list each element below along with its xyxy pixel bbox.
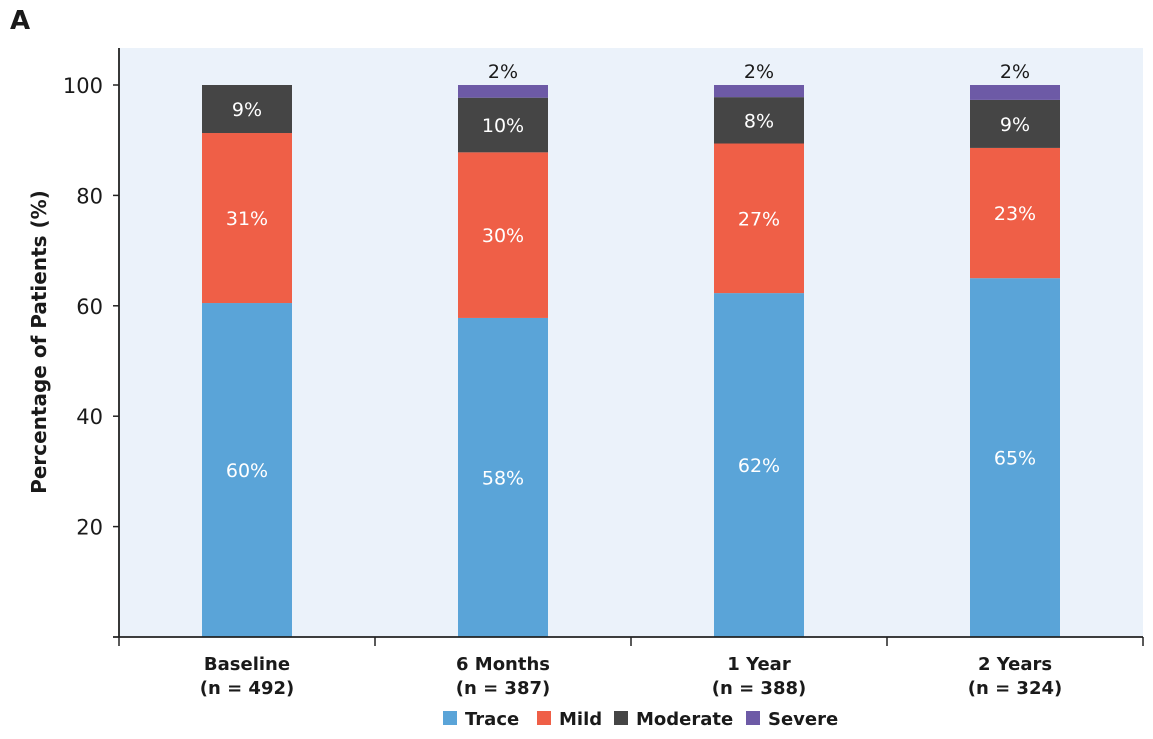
bar-segment-severe-2 — [458, 85, 548, 98]
legend-label-severe: Severe — [768, 709, 838, 730]
bar-segment-moderate-2 — [458, 97, 548, 153]
x-tick-sublabel-1: (n = 492) — [200, 678, 294, 699]
data-label-severe-3: 2% — [744, 61, 774, 83]
x-tick-label-2: 6 Months — [456, 654, 550, 675]
legend-item-trace: Trace — [443, 709, 519, 730]
bar-segment-trace-3 — [714, 293, 804, 637]
data-label-mild-2: 30% — [482, 225, 524, 247]
bar-segment-severe-3 — [714, 85, 804, 98]
data-label-moderate-2: 10% — [482, 115, 524, 137]
bar-stack-1: 60% 31% 9% — [202, 85, 292, 637]
y-tick-label-20: 20 — [76, 516, 103, 540]
bar-segment-mild-4 — [970, 147, 1060, 279]
y-tick-label-100: 100 — [63, 74, 103, 98]
x-tick-sublabel-2: (n = 387) — [456, 678, 550, 699]
bar-segment-trace-2 — [458, 317, 548, 637]
legend-item-mild: Mild — [537, 709, 602, 730]
legend-item-severe: Severe — [746, 709, 838, 730]
data-label-mild-1: 31% — [226, 208, 268, 230]
bar-segment-trace-4 — [970, 278, 1060, 637]
legend-swatch-severe — [746, 711, 760, 725]
data-label-mild-4: 23% — [994, 203, 1036, 225]
bar-segment-moderate-3 — [714, 97, 804, 144]
data-label-trace-1: 60% — [226, 460, 268, 482]
x-tick-label-1: Baseline — [204, 654, 290, 675]
bar-stack-3: 62% 27% 8% 2% — [714, 61, 804, 637]
bar-segment-mild-1 — [202, 133, 292, 304]
data-label-severe-2: 2% — [488, 61, 518, 83]
bar-segment-trace-1 — [202, 303, 292, 637]
y-tick-label-40: 40 — [76, 405, 103, 429]
y-axis-title: Percentage of Patients (%) — [27, 190, 51, 494]
data-label-moderate-3: 8% — [744, 110, 774, 132]
x-tick-label-3: 1 Year — [727, 654, 791, 675]
data-label-moderate-4: 9% — [1000, 114, 1030, 136]
y-tick-label-80: 80 — [76, 184, 103, 208]
legend-label-trace: Trace — [465, 709, 519, 730]
bar-stack-4: 65% 23% 9% 2% — [970, 61, 1060, 637]
data-label-trace-2: 58% — [482, 467, 524, 489]
data-label-trace-3: 62% — [738, 455, 780, 477]
x-tick-sublabel-3: (n = 388) — [712, 678, 806, 699]
data-label-trace-4: 65% — [994, 448, 1036, 470]
legend-label-mild: Mild — [559, 709, 602, 730]
bar-segment-mild-2 — [458, 152, 548, 318]
bar-segment-severe-4 — [970, 85, 1060, 100]
bar-stack-2: 58% 30% 10% 2% — [458, 61, 548, 637]
bar-segment-mild-3 — [714, 143, 804, 294]
legend-swatch-trace — [443, 711, 457, 725]
legend-swatch-mild — [537, 711, 551, 725]
legend-item-moderate: Moderate — [614, 709, 733, 730]
y-tick-label-60: 60 — [76, 295, 103, 319]
panel-label: A — [10, 6, 31, 36]
data-label-moderate-1: 9% — [232, 99, 262, 121]
legend-label-moderate: Moderate — [636, 709, 733, 730]
legend-swatch-moderate — [614, 711, 628, 725]
data-label-mild-3: 27% — [738, 208, 780, 230]
bar-segment-moderate-1 — [202, 85, 292, 134]
x-tick-label-4: 2 Years — [978, 654, 1052, 675]
data-label-severe-4: 2% — [1000, 61, 1030, 83]
x-tick-sublabel-4: (n = 324) — [968, 678, 1062, 699]
bar-segment-moderate-4 — [970, 99, 1060, 148]
